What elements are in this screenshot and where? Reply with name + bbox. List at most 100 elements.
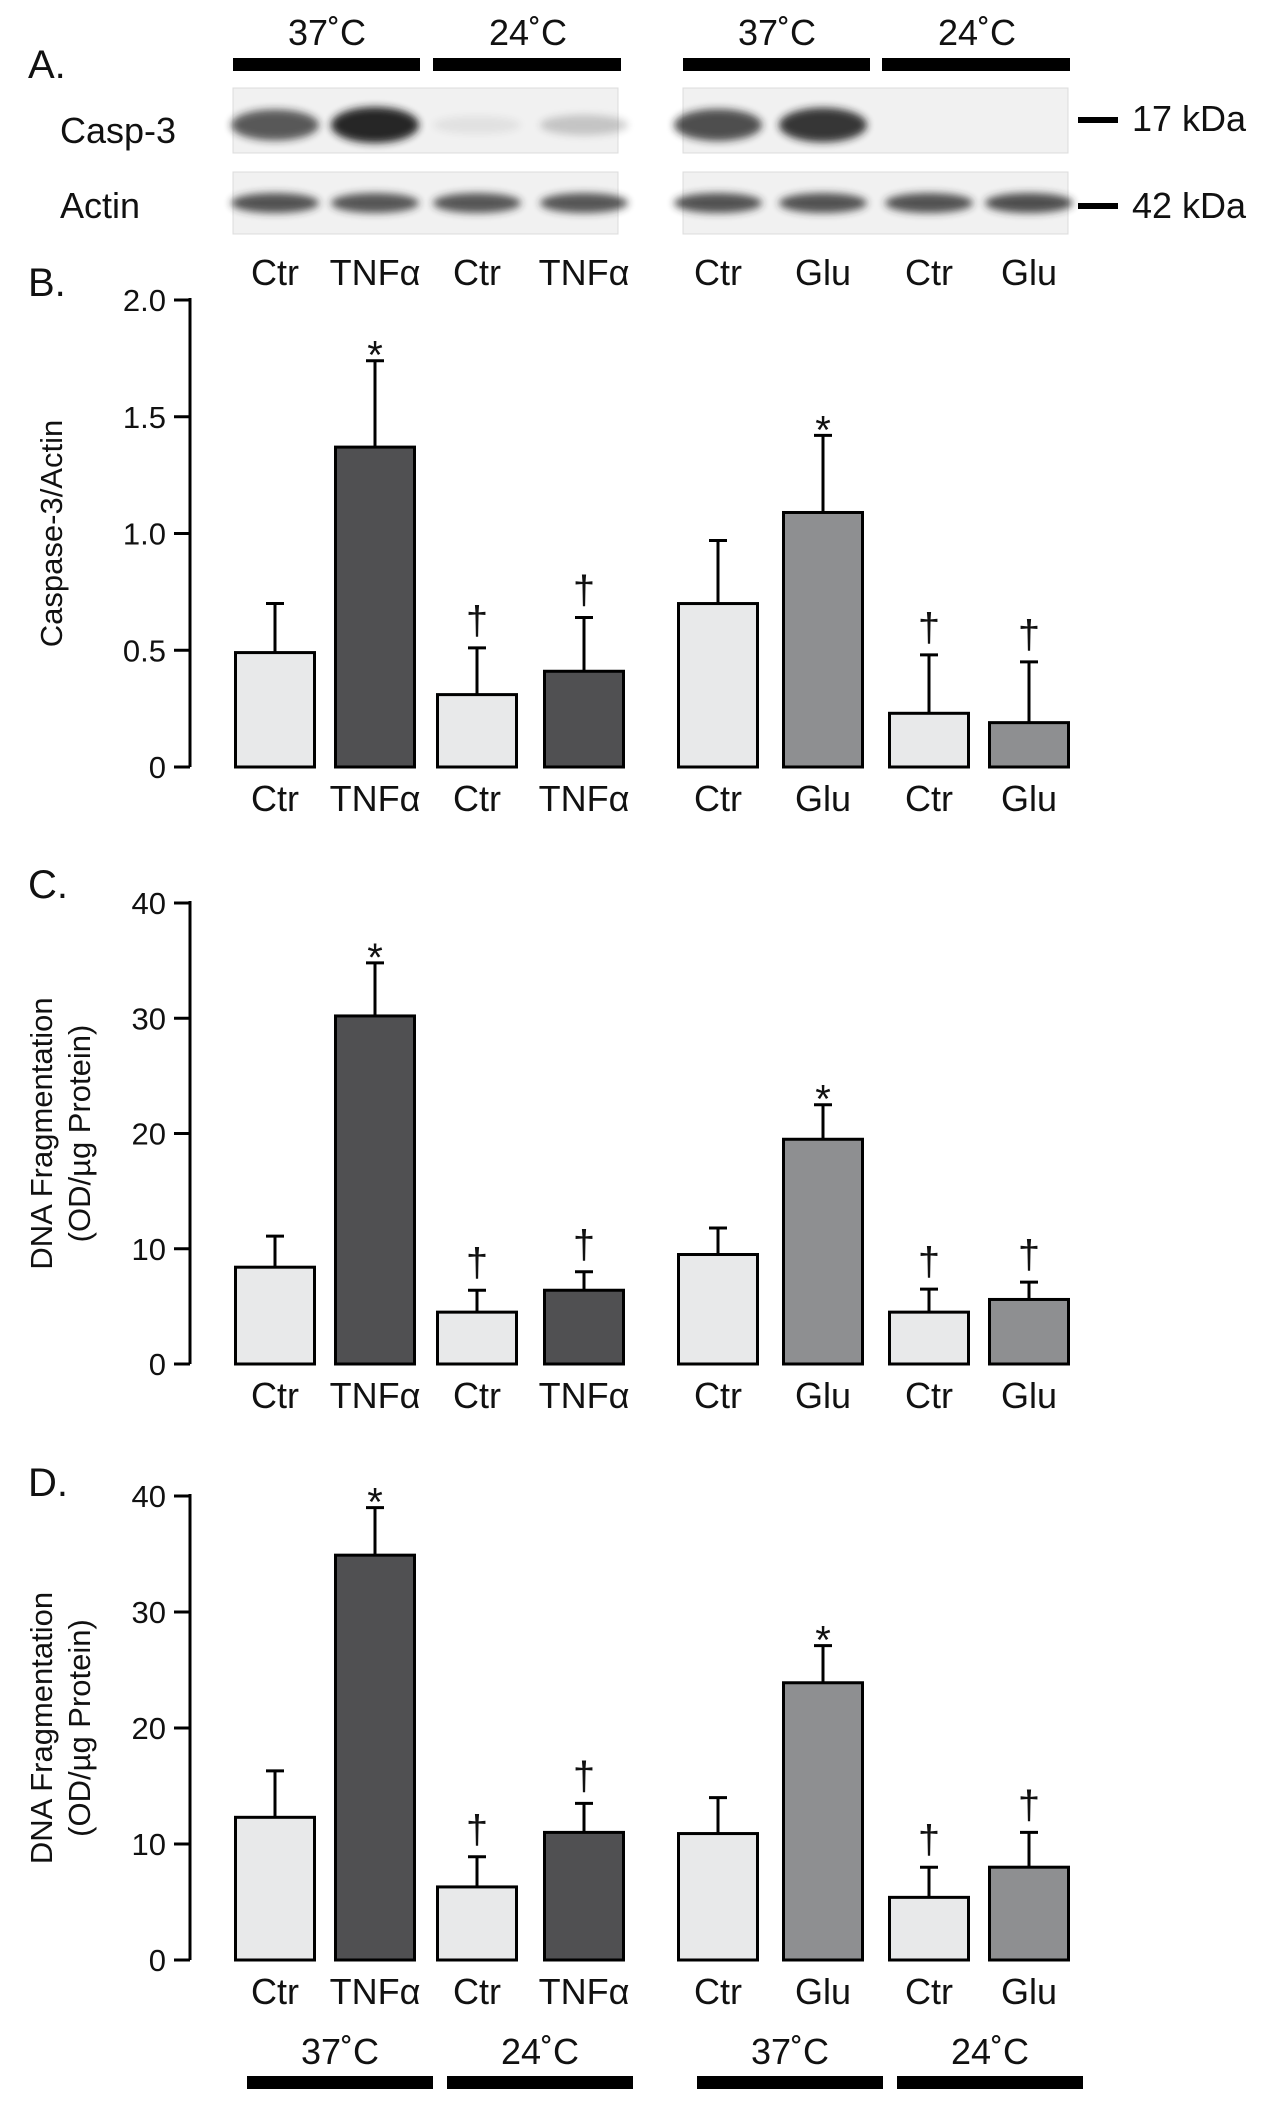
x-tick-label: Ctr: [694, 1375, 742, 1416]
bar: [334, 1014, 416, 1366]
temp-label-bottom: 37˚C: [751, 2031, 829, 2072]
panel-letter-b: B.: [28, 261, 66, 305]
x-tick-label: Glu: [1001, 778, 1057, 819]
y-axis-label: DNA Fragmentation: [24, 1592, 59, 1864]
significance-marker: †: [1018, 1233, 1040, 1277]
y-tick-label: 40: [132, 886, 166, 921]
marker-tick-17kda: [1078, 117, 1118, 123]
bar: [988, 721, 1070, 769]
temp-label-bottom: 24˚C: [951, 2031, 1029, 2072]
chart-caspase3: 0 0.5 1.0 1.5 2.0 Caspase-3/Actin Ctr * TNFα † Ctr…: [34, 283, 1070, 819]
bar: [988, 1865, 1070, 1962]
significance-marker: †: [466, 1808, 488, 1852]
actin-band: [779, 193, 867, 213]
x-tick-label: Ctr: [251, 1375, 299, 1416]
temp-label-bottom: 37˚C: [301, 2031, 379, 2072]
bar: [234, 1815, 316, 1962]
significance-marker: *: [815, 408, 831, 452]
blot-lane-label: Ctr: [453, 252, 501, 293]
x-tick-label: Glu: [795, 778, 851, 819]
bar: [234, 651, 316, 769]
x-tick-label: Ctr: [453, 778, 501, 819]
blot-lane-label: Glu: [1001, 252, 1057, 293]
significance-marker: †: [573, 1754, 595, 1798]
x-tick-label: Ctr: [905, 1971, 953, 2012]
actin-band: [985, 193, 1073, 213]
panel-letter-c: C.: [28, 863, 68, 907]
y-tick-label: 1.5: [123, 400, 166, 435]
marker-label-42kda: 42 kDa: [1132, 185, 1247, 226]
actin-band: [331, 193, 419, 213]
significance-marker: †: [918, 1818, 940, 1862]
bar: [782, 1681, 864, 1962]
temp-bar-bottom: [897, 2076, 1083, 2089]
actin-band: [540, 193, 628, 213]
blot-lane-label: TNFα: [330, 252, 421, 293]
y-tick-label: 10: [132, 1232, 166, 1267]
bar: [677, 1253, 759, 1366]
y-tick-label: 0: [149, 1943, 166, 1978]
x-tick-label: Ctr: [453, 1375, 501, 1416]
western-blot: [231, 87, 1073, 235]
x-tick-label: Glu: [795, 1971, 851, 2012]
bar: [543, 669, 625, 769]
x-tick-label: Ctr: [905, 1375, 953, 1416]
y-tick-label: 30: [132, 1595, 166, 1630]
y-axis-label: DNA Fragmentation: [24, 997, 59, 1269]
bar: [888, 1310, 970, 1366]
marker-label-17kda: 17 kDa: [1132, 98, 1247, 139]
actin-band: [674, 193, 762, 213]
temp-bar-top-2: [433, 58, 621, 71]
x-tick-label: Glu: [795, 1375, 851, 1416]
actin-band: [885, 193, 973, 213]
bar: [543, 1288, 625, 1366]
x-tick-label: Glu: [1001, 1375, 1057, 1416]
blot-row-label-actin: Actin: [60, 185, 140, 226]
temp-label-top-3: 37˚C: [738, 12, 816, 53]
significance-marker: †: [573, 569, 595, 613]
significance-marker: *: [815, 1619, 831, 1663]
significance-marker: †: [918, 1240, 940, 1284]
y-tick-label: 40: [132, 1479, 166, 1514]
y-tick-label: 1.0: [123, 517, 166, 552]
blot-lane-label: Glu: [795, 252, 851, 293]
bar: [234, 1265, 316, 1366]
x-tick-label: Ctr: [694, 778, 742, 819]
bar: [677, 1832, 759, 1962]
blot-lane-label: Ctr: [251, 252, 299, 293]
bar: [782, 1137, 864, 1366]
x-tick-label: Ctr: [251, 778, 299, 819]
x-tick-label: TNFα: [330, 1375, 421, 1416]
significance-marker: *: [367, 334, 383, 378]
blot-row-label-casp3: Casp-3: [60, 110, 176, 151]
temp-bar-bottom: [447, 2076, 633, 2089]
temp-label-top-1: 37˚C: [288, 12, 366, 53]
temp-bar-top-4: [882, 58, 1070, 71]
temp-bar-bottom: [247, 2076, 433, 2089]
significance-marker: †: [918, 606, 940, 650]
significance-marker: *: [815, 1078, 831, 1122]
blot-lane-label: Ctr: [905, 252, 953, 293]
chart-dna-fragmentation-c: 0 10 20 30 40 DNA Fragmentation (OD/µg Protein…: [24, 886, 1070, 1416]
bar: [436, 1885, 518, 1962]
blot-lane-label: TNFα: [539, 252, 630, 293]
temp-label-top-4: 24˚C: [938, 12, 1016, 53]
actin-band: [231, 193, 319, 213]
y-axis-label: (OD/µg Protein): [62, 1619, 97, 1837]
casp3-band: [433, 116, 521, 134]
x-tick-label: Glu: [1001, 1971, 1057, 2012]
bottom-temperature-groups: 37˚C 24˚C 37˚C 24˚C: [247, 2031, 1083, 2089]
actin-band: [433, 193, 521, 213]
x-tick-label: TNFα: [539, 778, 630, 819]
temp-bar-top-1: [233, 58, 420, 71]
y-tick-label: 30: [132, 1001, 166, 1036]
bar: [334, 445, 416, 769]
significance-marker: †: [573, 1223, 595, 1267]
significance-marker: †: [466, 599, 488, 643]
x-tick-label: TNFα: [539, 1375, 630, 1416]
temp-label-bottom: 24˚C: [501, 2031, 579, 2072]
y-tick-label: 0: [149, 750, 166, 785]
bar: [677, 602, 759, 769]
x-tick-label: Ctr: [905, 778, 953, 819]
